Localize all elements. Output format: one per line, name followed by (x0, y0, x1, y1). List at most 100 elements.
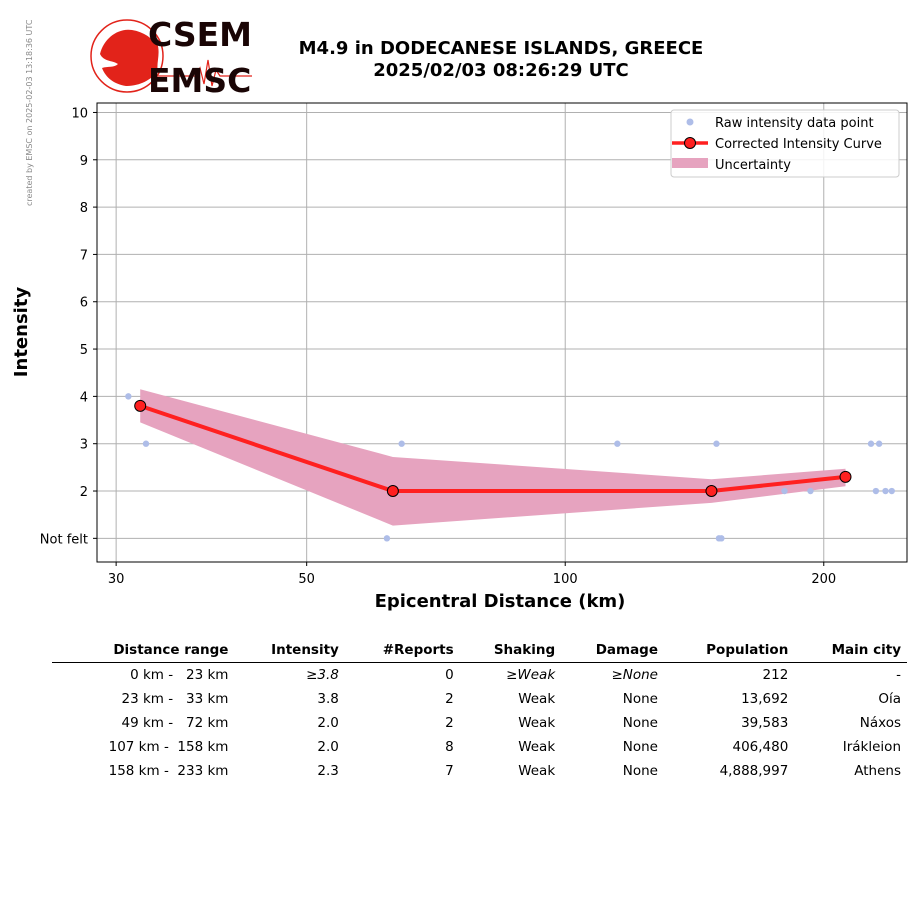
y-tick-label: 9 (80, 154, 88, 169)
raw-intensity-point (872, 487, 880, 495)
table-cell: 2.0 (317, 739, 339, 755)
legend-curve-label: Corrected Intensity Curve (715, 137, 882, 152)
table-cell: None (622, 739, 658, 755)
intensity-table-wrap: Distance range Intensity #Reports Shaking Da… (52, 640, 907, 783)
table-header-cell: Shaking (493, 642, 556, 658)
logo-europe-map (100, 29, 159, 87)
corrected-intensity-point (386, 485, 399, 498)
y-tick-label: 7 (80, 248, 88, 263)
watermark-text: created by EMSC on 2025-02-03 13:18:36 U… (25, 19, 34, 206)
table-row: 0 km - 23 km ≥3.8 0 ≥Weak ≥None 212 - (52, 663, 907, 688)
table-cell: 2 (445, 691, 454, 707)
raw-intensity-point (125, 393, 132, 400)
chart-title: M4.9 in DODECANESE ISLANDS, GREECE 2025/… (270, 38, 732, 82)
y-tick-label: 6 (80, 296, 88, 311)
raw-intensity-point (888, 487, 895, 495)
table-cell: 3.8 (317, 691, 339, 707)
title-line-2: 2025/02/03 08:26:29 UTC (373, 60, 629, 81)
tick-layer: 30 50 100 200 Not felt 2 3 4 5 6 7 8 9 10 (40, 106, 836, 587)
table-cell: 2.3 (317, 763, 339, 779)
raw-intensity-point (614, 440, 621, 447)
x-tick-label: 30 (108, 572, 125, 587)
corrected-intensity-point (705, 485, 718, 498)
raw-intensity-point (142, 440, 150, 447)
table-header-row: Distance range Intensity #Reports Shaking Da… (52, 640, 907, 663)
table-cell: 0 km - 23 km (130, 667, 229, 683)
table-cell: ≥None (611, 667, 658, 683)
table-body: 0 km - 23 km ≥3.8 0 ≥Weak ≥None 212 - 23 km - 3… (52, 663, 907, 784)
table-header-cell: Distance range (113, 642, 229, 658)
watermark: created by EMSC on 2025-02-03 13:18:36 U… (25, 19, 34, 206)
logo-text-csem: CSEM (148, 16, 252, 54)
x-tick-label: 100 (553, 572, 578, 587)
table-cell: Náxos (859, 715, 901, 731)
table-cell: 406,480 (732, 739, 789, 755)
raw-intensity-point (867, 440, 875, 447)
table-cell: 8 (445, 739, 454, 755)
table-cell: 158 km - 233 km (108, 763, 229, 779)
logo-text-emsc: EMSC (148, 61, 251, 98)
table-header-cell: Intensity (271, 642, 339, 658)
uncertainty-band-layer (140, 389, 846, 526)
corrected-intensity-line (139, 403, 846, 494)
table-cell: 4,888,997 (719, 763, 789, 779)
legend-box (670, 109, 900, 178)
y-tick-label: 2 (80, 485, 88, 500)
table-cell: ≥Weak (506, 667, 556, 683)
raw-points-layer (125, 393, 895, 542)
title-line-1: M4.9 in DODECANESE ISLANDS, GREECE (298, 38, 704, 59)
legend-raw-label: Raw intensity data point (715, 116, 874, 131)
legend-curve-marker (684, 137, 696, 149)
table-cell: 13,692 (741, 691, 789, 707)
uncertainty-band (140, 389, 846, 526)
raw-intensity-point (781, 487, 788, 495)
curve-layer (134, 399, 852, 498)
table-cell: 23 km - 33 km (121, 691, 229, 707)
table-cell: Weak (518, 715, 556, 731)
corrected-intensity-point (134, 399, 147, 412)
x-tick-label: 200 (811, 572, 836, 587)
table-cell: 107 km - 158 km (108, 739, 229, 755)
raw-intensity-point (718, 535, 725, 542)
table-header-cell: Damage (595, 642, 658, 658)
table-header-cell: #Reports (382, 642, 454, 658)
table-cell: 2 (445, 715, 454, 731)
y-tick-label: 3 (80, 438, 88, 453)
raw-intensity-point (713, 440, 720, 447)
table-cell: ≥3.8 (306, 667, 339, 683)
y-tick-label: Not felt (40, 532, 88, 547)
table-row: 107 km - 158 km 2.0 8 Weak None 406,480 Irákle… (52, 735, 907, 759)
grid-layer (97, 103, 907, 562)
chart-legend: Raw intensity data point Corrected Inten… (670, 109, 900, 178)
table-header-cell: Population (706, 642, 789, 658)
table-cell: 212 (762, 667, 789, 683)
table-row: 49 km - 72 km 2.0 2 Weak None 39,583 Náxos (52, 711, 907, 735)
y-tick-label: 10 (71, 106, 88, 121)
raw-intensity-point (383, 535, 391, 542)
logo-seismogram (148, 59, 252, 87)
raw-intensity-point (807, 487, 814, 495)
table-cell: 2.0 (317, 715, 339, 731)
table-cell: 49 km - 72 km (121, 715, 229, 731)
y-tick-label: 4 (80, 390, 88, 405)
table-cell: Weak (518, 691, 556, 707)
table-cell: 39,583 (741, 715, 789, 731)
plot-frame (96, 102, 908, 563)
legend-band-label: Uncertainty (715, 158, 791, 173)
table-cell: 7 (445, 763, 454, 779)
x-axis-label: Epicentral Distance (km) (375, 591, 626, 612)
table-cell: 0 (445, 667, 454, 683)
table-cell: Weak (518, 739, 556, 755)
table-cell: None (622, 691, 658, 707)
table-cell: Athens (854, 763, 901, 779)
y-tick-label: 8 (80, 201, 88, 216)
raw-intensity-point (875, 440, 883, 447)
table-cell: - (896, 667, 901, 683)
legend-band-swatch (672, 158, 708, 168)
y-axis-label: Intensity (11, 287, 32, 378)
table-cell: None (622, 763, 658, 779)
x-tick-label: 50 (298, 572, 315, 587)
emsc-logo: CSEM EMSC (90, 16, 252, 98)
corrected-intensity-point (839, 470, 852, 483)
table-row: 23 km - 33 km 3.8 2 Weak None 13,692 Oía (52, 687, 907, 711)
